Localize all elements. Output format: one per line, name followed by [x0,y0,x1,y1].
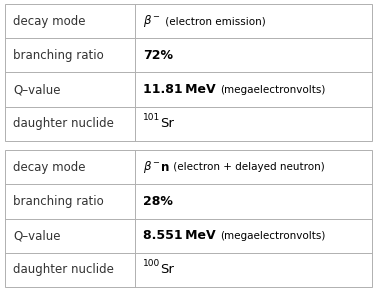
Text: 11.81 MeV: 11.81 MeV [143,83,216,96]
Text: (electron emission): (electron emission) [162,16,266,26]
Text: daughter nuclide: daughter nuclide [13,117,114,130]
Text: 8.551 MeV: 8.551 MeV [143,229,216,242]
Text: decay mode: decay mode [13,15,86,28]
Text: Sr: Sr [161,263,175,276]
Text: branching ratio: branching ratio [13,49,104,62]
Text: 72%: 72% [143,49,173,62]
Text: daughter nuclide: daughter nuclide [13,263,114,276]
Text: (megaelectronvolts): (megaelectronvolts) [220,84,325,95]
Text: 101: 101 [143,113,161,122]
Text: $\beta^-$: $\beta^-$ [143,159,161,175]
Text: 28%: 28% [143,195,173,208]
Text: Q–value: Q–value [13,83,60,96]
Text: Q–value: Q–value [13,229,60,242]
Text: $\beta^-$: $\beta^-$ [143,13,161,29]
Text: branching ratio: branching ratio [13,195,104,208]
Text: (electron + delayed neutron): (electron + delayed neutron) [170,162,325,172]
Text: decay mode: decay mode [13,161,86,174]
Bar [5,150,372,287]
Bar [5,4,372,141]
Text: (megaelectronvolts): (megaelectronvolts) [220,231,325,241]
Text: Sr: Sr [161,117,175,130]
Text: n: n [161,161,170,174]
Text: 100: 100 [143,259,161,268]
